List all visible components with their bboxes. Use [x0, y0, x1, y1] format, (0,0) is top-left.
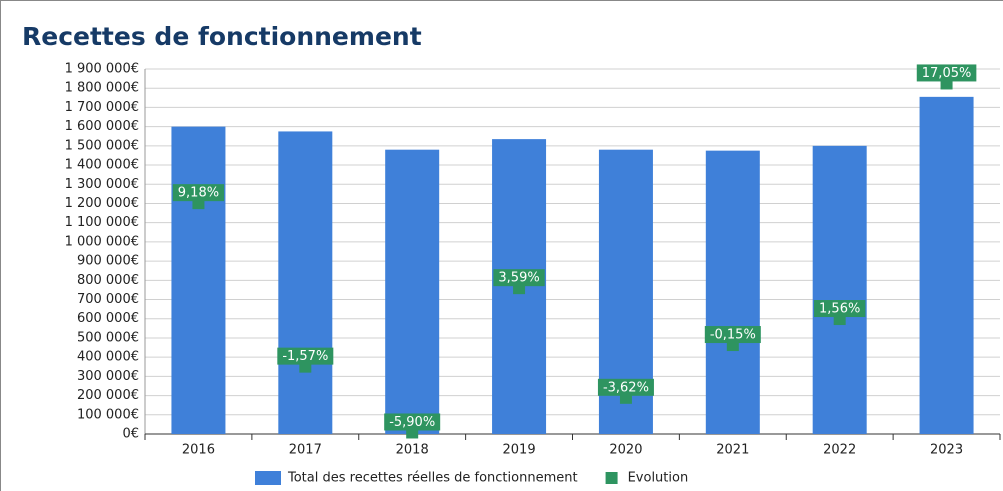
y-tick-label: 200 000€ [77, 388, 139, 403]
data-label: 3,59% [498, 271, 539, 286]
legend-label: Evolution [628, 471, 689, 486]
bar [171, 126, 226, 434]
y-tick-label: 600 000€ [77, 311, 139, 326]
y-tick-label: 1 500 000€ [65, 138, 139, 153]
data-label: -1,57% [282, 349, 328, 364]
x-tick-label: 2022 [823, 443, 856, 458]
data-label: 17,05% [922, 66, 972, 81]
data-label: -0,15% [710, 328, 756, 343]
data-label-bg [277, 347, 334, 365]
y-tick-label: 1 300 000€ [65, 177, 139, 192]
data-label-bg [384, 413, 441, 431]
y-tick-label: 1 700 000€ [65, 100, 139, 115]
y-tick-label: 1 100 000€ [65, 215, 139, 230]
legend-swatch [605, 472, 618, 484]
y-tick-label: 1 800 000€ [65, 81, 139, 96]
y-tick-label: 1 900 000€ [65, 62, 139, 77]
data-label: -3,62% [603, 380, 649, 395]
y-tick-label: 100 000€ [77, 407, 139, 422]
chart-title: Recettes de fonctionnement [22, 22, 422, 51]
y-tick-label: 1 200 000€ [65, 196, 139, 211]
x-tick-label: 2017 [289, 443, 322, 458]
data-label-bg [493, 269, 545, 287]
y-tick-label: 300 000€ [77, 369, 139, 384]
bar [705, 150, 760, 435]
x-tick-label: 2023 [930, 443, 963, 458]
y-tick-label: 500 000€ [77, 330, 139, 345]
legend-label: Total des recettes réelles de fonctionne… [287, 471, 578, 486]
data-label: -5,90% [389, 415, 435, 430]
data-label-bg [597, 378, 654, 396]
x-tick-label: 2018 [396, 443, 429, 458]
legend-swatch [255, 471, 281, 485]
y-tick-label: 400 000€ [77, 350, 139, 365]
bar [812, 145, 867, 434]
data-label-bg [172, 184, 225, 202]
data-label: 1,56% [819, 302, 860, 317]
x-tick-label: 2021 [716, 443, 749, 458]
y-tick-label: 0€ [122, 427, 139, 442]
data-label-bg [704, 326, 761, 344]
x-tick-label: 2019 [503, 443, 536, 458]
y-tick-label: 700 000€ [77, 292, 139, 307]
bar [278, 131, 333, 434]
y-tick-label: 1 000 000€ [65, 234, 139, 249]
y-tick-label: 800 000€ [77, 273, 139, 288]
x-tick-label: 2020 [609, 443, 642, 458]
y-tick-label: 1 600 000€ [65, 119, 139, 134]
x-tick-label: 2016 [182, 443, 215, 458]
data-label-bg [814, 300, 866, 318]
y-tick-label: 900 000€ [77, 254, 139, 269]
data-label: 9,18% [178, 186, 219, 201]
bar [919, 96, 974, 435]
data-label-bg [916, 64, 977, 82]
y-tick-label: 1 400 000€ [65, 158, 139, 173]
bar [385, 149, 440, 434]
